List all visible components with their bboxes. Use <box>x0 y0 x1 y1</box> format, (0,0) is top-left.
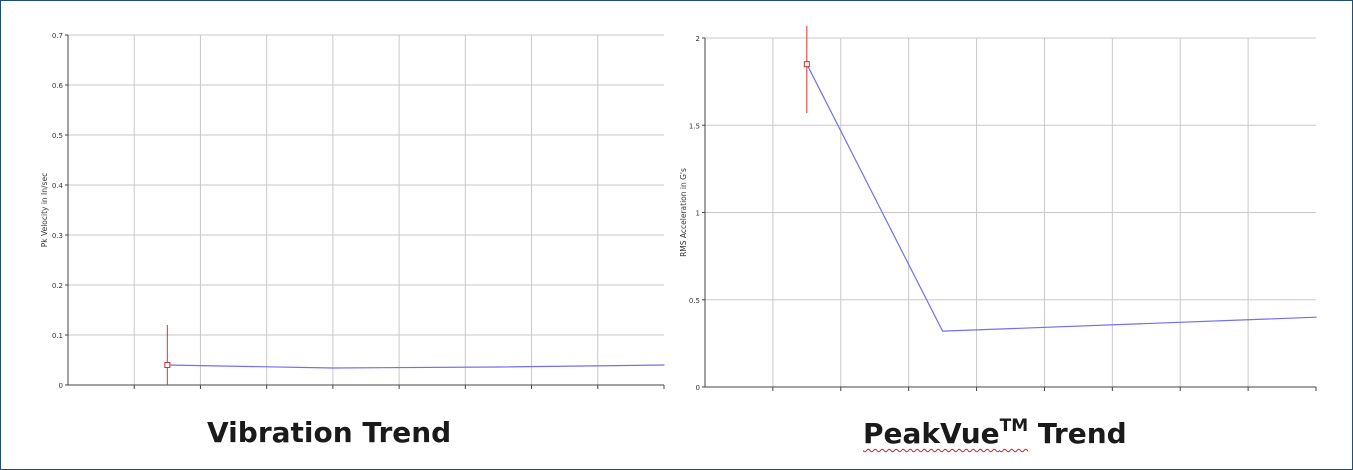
chart2-ytick-label-4: 2 <box>696 35 700 43</box>
chart2-ytick-label-3: 1.5 <box>689 122 700 130</box>
chart1-ytick-label-2: 0.2 <box>52 282 63 290</box>
chart2-ytick-label-1: 0.5 <box>689 297 700 305</box>
chart2-data-marker <box>803 61 810 68</box>
chart2-ytick-label-0: 0 <box>696 384 700 392</box>
peakvue-trend-chart: 0 0.5 1 1.5 2 RMS Acceleration in G's <box>679 25 1317 392</box>
peakvue-title-suffix: Trend <box>1037 417 1127 450</box>
chart2-series-point-0-1 <box>942 330 944 332</box>
chart2-series-point-0-2 <box>1315 316 1317 318</box>
peakvue-trend-caption: PeakVueTM Trend <box>863 416 1127 450</box>
vibration-trend-caption: Vibration Trend <box>207 416 451 449</box>
chart1-ylabel: Pk Velocity in In/sec <box>40 173 49 247</box>
trademark-superscript: TM <box>999 416 1029 436</box>
chart1-ytick-label-6: 0.6 <box>52 82 64 90</box>
chart2-series-line-0 <box>806 63 1317 332</box>
chart1-ytick-label-0: 0 <box>59 382 63 390</box>
chart1-series-line-0 <box>167 364 665 369</box>
chart1-series-point-0-1 <box>332 367 334 369</box>
chart1-series-point-0-3 <box>663 364 665 366</box>
vibration-trend-title: Vibration Trend <box>207 416 452 449</box>
chart1-ytick-label-1: 0.1 <box>52 332 63 340</box>
vibration-trend-chart: 0 0.1 0.2 0.3 0.4 0.5 0.6 0.7 Pk Velocity in In/… <box>40 32 665 390</box>
chart1-ytick-label-3: 0.3 <box>52 232 63 240</box>
chart1-ytick-label-7: 0.7 <box>52 32 63 40</box>
chart1-ytick-label-4: 0.4 <box>52 182 64 190</box>
chart2-ylabel: RMS Acceleration in G's <box>679 168 688 257</box>
chart1-data-marker <box>164 362 171 368</box>
peakvue-title: PeakVueTM <box>863 416 1029 450</box>
chart1-series-point-0-2 <box>497 366 500 368</box>
chart2-ytick-label-2: 1 <box>696 210 700 218</box>
chart1-ytick-label-5: 0.5 <box>52 132 63 140</box>
